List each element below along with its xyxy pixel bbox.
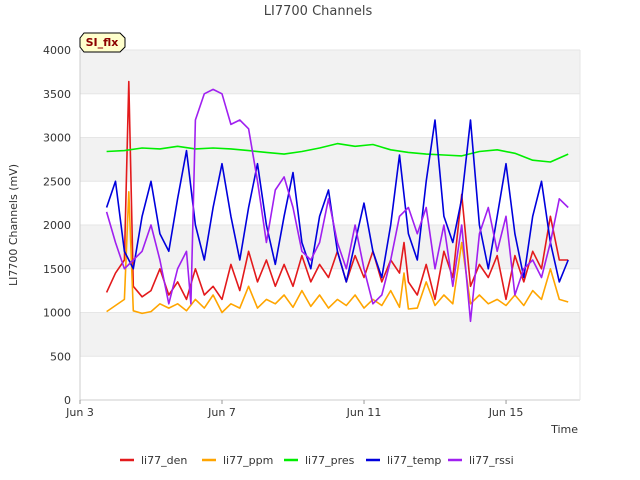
y-tick-label: 500: [50, 350, 71, 363]
y-tick-label: 3000: [43, 132, 71, 145]
y-tick-label: 4000: [43, 44, 71, 57]
y-tick-label: 1500: [43, 263, 71, 276]
y-tick-label: 3500: [43, 88, 71, 101]
legend-label-li77_rssi: li77_rssi: [469, 454, 514, 467]
grid-band: [80, 225, 580, 269]
y-tick-label: 2000: [43, 219, 71, 232]
axes: 0 500 1000 1500 2000 2500 3000 3500 4000 Jun 3 Jun…: [43, 44, 581, 419]
grid-band: [80, 50, 580, 94]
badge-label: SI_flx: [86, 36, 119, 49]
chart-title: LI7700 Channels: [264, 4, 373, 19]
x-tick-label: Jun 7: [207, 406, 236, 419]
legend-label-li77_pres: li77_pres: [305, 454, 355, 467]
x-tick-label: Jun 15: [488, 406, 524, 419]
si-flx-badge: SI_flx: [79, 32, 126, 53]
grid-band: [80, 312, 580, 357]
series-line-li77_ppm: [106, 191, 569, 315]
series-line-li77_temp: [105, 119, 569, 283]
series-line-li77_pres: [106, 142, 569, 163]
y-tick-label: 0: [64, 394, 71, 407]
x-tick-label: Jun 3: [65, 406, 94, 419]
series-line-li77_rssi: [105, 88, 569, 323]
series-lines: [105, 80, 569, 323]
legend: li77_den li77_ppm li77_pres li77_temp li77_r…: [120, 454, 514, 467]
y-tick-label: 2500: [43, 175, 71, 188]
x-axis-label: Time: [550, 423, 578, 436]
legend-label-li77_den: li77_den: [141, 454, 187, 467]
x-tick-label: Jun 11: [346, 406, 382, 419]
y-tick-label: 1000: [43, 307, 71, 320]
grid-band: [80, 137, 580, 182]
legend-label-li77_ppm: li77_ppm: [223, 454, 273, 467]
legend-label-li77_temp: li77_temp: [387, 454, 441, 467]
y-axis-label: LI7700 Channels (mV): [7, 164, 20, 286]
